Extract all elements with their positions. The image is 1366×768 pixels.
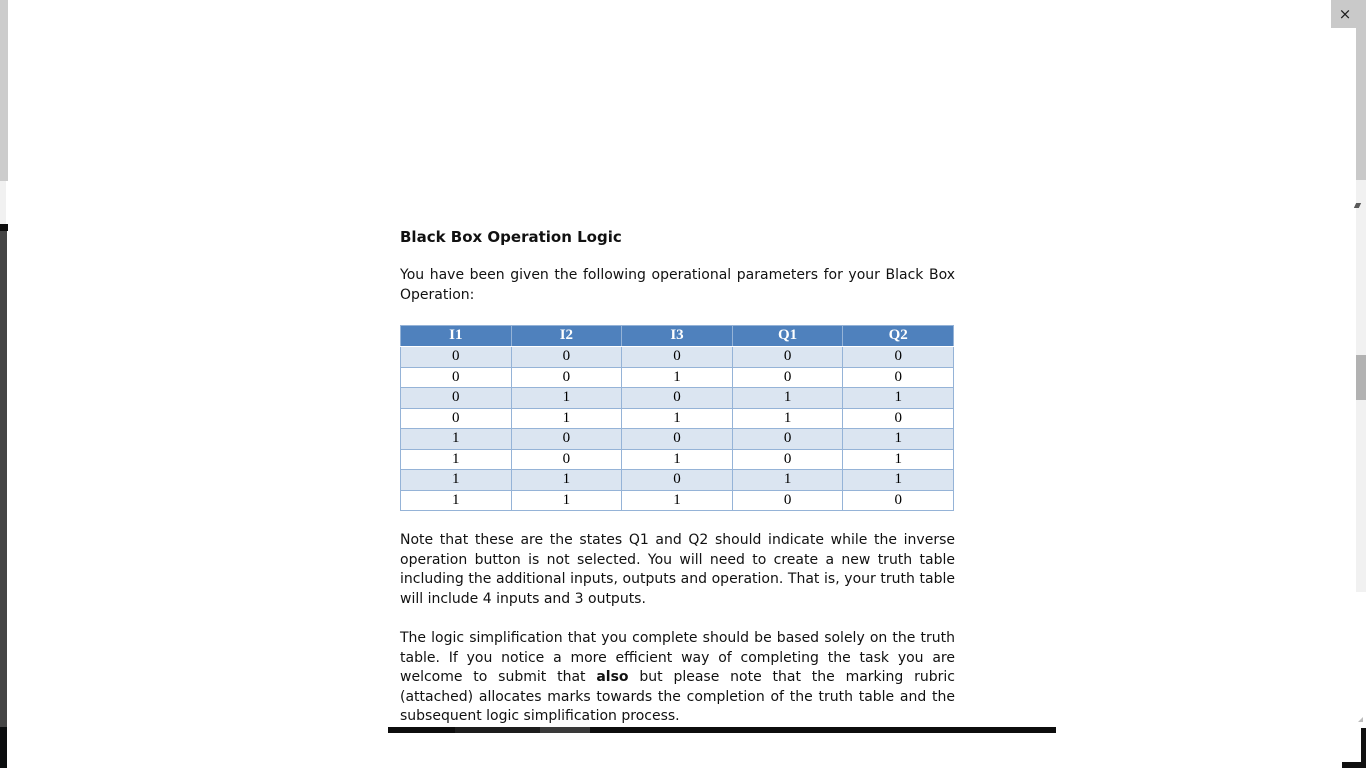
truth-table-cell: 1 [400,428,512,450]
truth-table-cell: 1 [731,387,844,409]
vertical-scrollbar-thumb[interactable] [1356,355,1366,400]
table-row: 0 0 0 0 0 [400,346,954,368]
horizontal-scrollbar-segment [455,727,540,733]
table-row: 1 1 0 1 1 [400,469,954,491]
truth-table-cell: 0 [510,428,623,450]
truth-table-cell: 1 [400,489,512,511]
left-edge-bar-dark [0,231,7,727]
truth-table-cell: 0 [400,407,512,429]
table-row: 0 0 1 0 0 [400,366,954,388]
truth-table-cell: 0 [731,366,844,388]
vertical-scrollbar[interactable] [1353,180,1366,592]
truth-table-cell: 1 [842,448,954,470]
horizontal-scrollbar-thumb[interactable] [540,727,590,733]
truth-table-cell: 1 [510,407,623,429]
truth-table-header-row: I1 I2 I3 Q1 Q2 [400,325,954,347]
truth-table-cell: 1 [842,428,954,450]
closing-paragraph-text: but please note that the marking rubric … [400,669,956,724]
truth-table-cell: 0 [400,387,512,409]
truth-table-cell: 1 [510,469,623,491]
truth-table-cell: 0 [731,346,844,368]
truth-table-cell: 1 [621,407,733,429]
table-row: 1 0 0 0 1 [400,428,954,450]
table-row: 0 1 1 1 0 [400,407,954,429]
truth-table-cell: 0 [842,346,954,368]
truth-table-cell: 0 [621,428,733,450]
truth-table-cell: 1 [400,448,512,470]
truth-table-cell: 0 [621,469,733,491]
document-title: Black Box Operation Logic [400,228,622,246]
document-page: Black Box Operation Logic You have been … [400,228,955,747]
left-edge-strip-top [0,0,8,181]
table-row: 1 1 1 0 0 [400,489,954,511]
truth-table-cell: 1 [621,366,733,388]
truth-table-cell: 0 [731,448,844,470]
truth-table-cell: 0 [621,346,733,368]
truth-table-cell: 0 [510,448,623,470]
resize-grip-icon [1358,717,1363,722]
truth-table-cell: 0 [400,346,512,368]
table-row: 0 1 0 1 1 [400,387,954,409]
truth-table-cell: 0 [510,346,623,368]
truth-table-cell: 0 [400,366,512,388]
closing-paragraph-bold: also [596,669,629,685]
truth-table-cell: 0 [731,489,844,511]
truth-table-cell: 1 [621,489,733,511]
left-edge-bar-black [0,727,7,768]
truth-table: I1 I2 I3 Q1 Q2 0 0 0 0 0 0 0 1 0 0 0 [400,325,954,511]
truth-table-header-cell: I1 [400,325,512,347]
right-edge-strip-top [1356,28,1366,180]
truth-table-cell: 1 [510,489,623,511]
closing-paragraph: The logic simplification that you comple… [400,629,955,727]
left-edge-strip-mid [0,181,6,224]
scroll-glyph-artifact [1353,203,1362,208]
truth-table-cell: 1 [842,387,954,409]
intro-paragraph: You have been given the following operat… [400,267,955,303]
truth-table-cell: 0 [731,428,844,450]
truth-table-header-cell: Q1 [731,325,844,347]
close-icon: × [1338,5,1352,23]
truth-table-header-cell: I2 [510,325,623,347]
truth-table-header-cell: I3 [621,325,733,347]
note-paragraph: Note that these are the states Q1 and Q2… [400,532,955,607]
left-edge-notch [0,224,8,231]
truth-table-cell: 1 [510,387,623,409]
titlebar-corner: × [1331,0,1366,28]
close-button[interactable]: × [1333,0,1357,28]
truth-table-cell: 0 [621,387,733,409]
truth-table-cell: 0 [842,407,954,429]
truth-table-header-cell: Q2 [842,325,954,347]
truth-table-cell: 1 [731,407,844,429]
horizontal-scrollbar[interactable] [388,727,1056,733]
truth-table-cell: 0 [842,489,954,511]
table-row: 1 0 1 0 1 [400,448,954,470]
truth-table-cell: 0 [510,366,623,388]
truth-table-cell: 1 [731,469,844,491]
bottom-right-edge-bar [1361,728,1366,768]
closing-paragraph-text: The logic simplification that you comple… [400,630,955,685]
truth-table-cell: 0 [842,366,954,388]
truth-table-cell: 1 [842,469,954,491]
truth-table-cell: 1 [621,448,733,470]
truth-table-cell: 1 [400,469,512,491]
bottom-right-edge-foot [1342,762,1366,768]
